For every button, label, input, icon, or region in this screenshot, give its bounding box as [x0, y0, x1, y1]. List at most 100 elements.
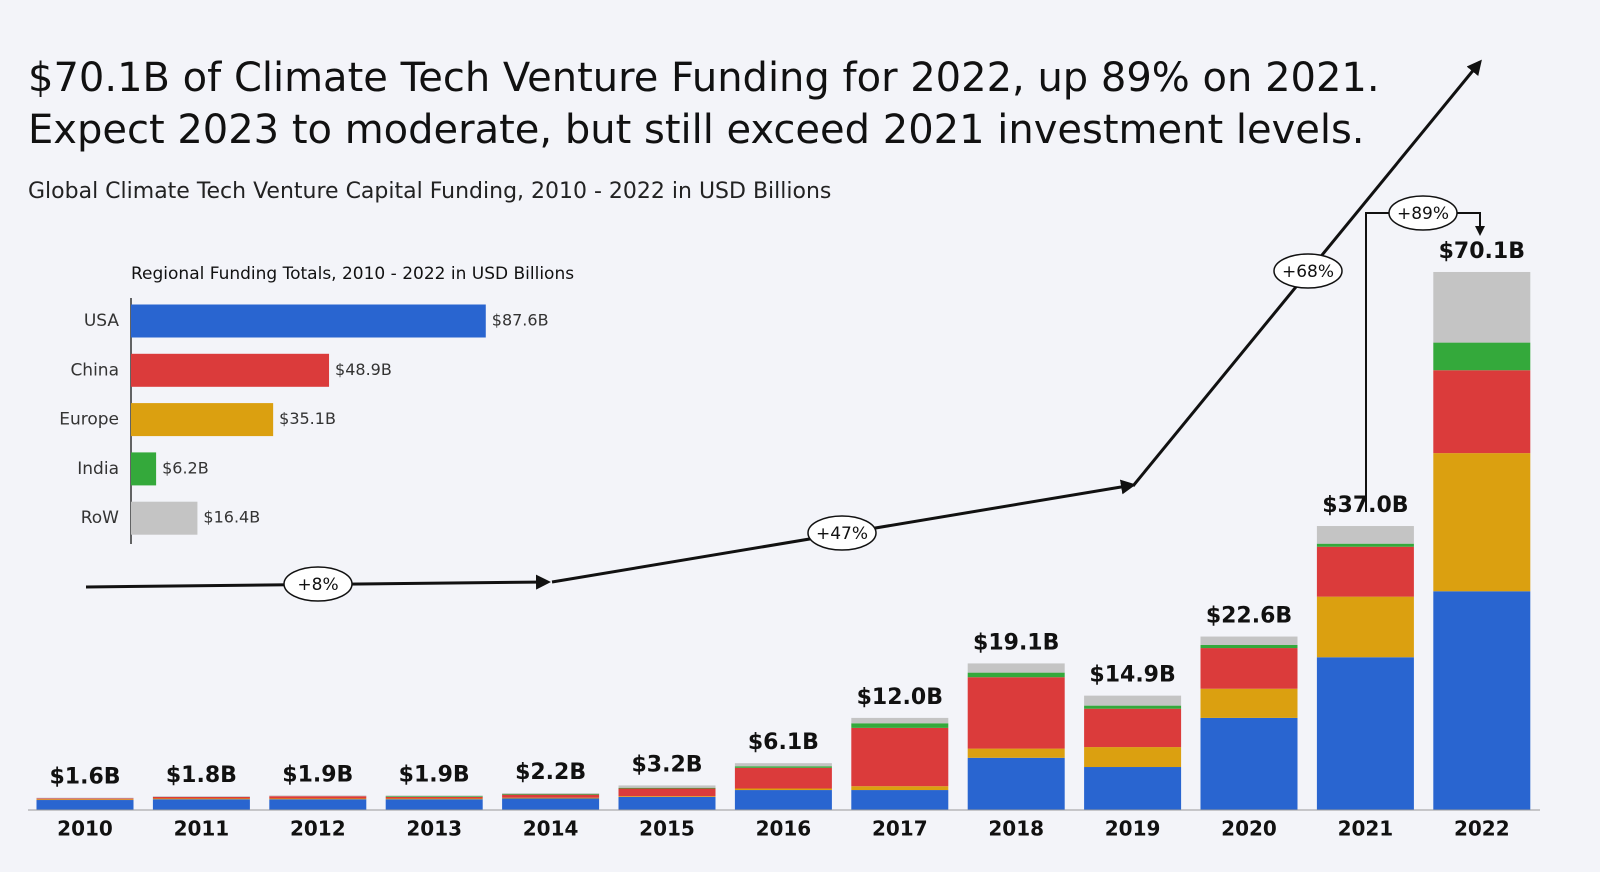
- bar-segment: [734, 788, 832, 791]
- bar-segment: [502, 793, 600, 794]
- bar-segment: [618, 787, 716, 789]
- chart-subtitle: Global Climate Tech Venture Capital Fund…: [28, 179, 831, 204]
- bar-segment: [851, 723, 949, 728]
- bar-segment: [1200, 717, 1298, 810]
- total-label: $70.1B: [1439, 239, 1525, 264]
- y-tick-label: USA: [84, 311, 120, 331]
- bar-segment: [502, 798, 600, 810]
- bar: [131, 452, 157, 486]
- bar-segment: [1433, 370, 1531, 454]
- bar-segment: [1084, 767, 1182, 810]
- x-tick-label: 2014: [523, 817, 579, 841]
- annotation-bubble: [1388, 195, 1458, 231]
- bar-segment: [1433, 342, 1531, 371]
- bar-segment: [152, 799, 250, 810]
- bar-segment: [618, 796, 716, 810]
- total-label: $3.2B: [631, 752, 702, 777]
- total-label: $12.0B: [857, 685, 943, 710]
- bar-segment: [618, 796, 716, 797]
- bar-segment: [1084, 747, 1182, 768]
- total-label: $14.9B: [1089, 663, 1175, 688]
- bar: [131, 304, 486, 338]
- bar-segment: [1084, 695, 1182, 706]
- bar-segment: [967, 677, 1065, 749]
- bar-segment: [152, 796, 250, 797]
- bar-segment: [385, 799, 483, 810]
- x-tick-label: 2022: [1454, 817, 1510, 841]
- total-label: $1.9B: [399, 762, 470, 787]
- bar-segment: [269, 798, 367, 800]
- bar-segment: [1316, 526, 1414, 544]
- total-label: $1.9B: [282, 762, 353, 787]
- x-tick-label: 2018: [988, 817, 1044, 841]
- total-label: $1.6B: [49, 765, 120, 790]
- bar-segment: [1084, 705, 1182, 709]
- x-tick-label: 2016: [756, 817, 812, 841]
- bar: [131, 403, 274, 437]
- bar-segment: [385, 796, 483, 799]
- bar-segment: [36, 800, 134, 810]
- value-label: $16.4B: [203, 508, 260, 527]
- value-label: $87.6B: [492, 311, 549, 330]
- annotation: +68%: [1282, 262, 1334, 282]
- bar-segment: [967, 672, 1065, 678]
- bar-segment: [851, 786, 949, 791]
- bar-segment: [1316, 546, 1414, 597]
- total-label: $19.1B: [973, 630, 1059, 655]
- bar-segment: [967, 757, 1065, 810]
- bar-segment: [967, 663, 1065, 673]
- bar-segment: [36, 798, 134, 800]
- bar-segment: [36, 799, 134, 801]
- annotation-bubble: [807, 515, 877, 551]
- bar-segment: [967, 748, 1065, 758]
- value-label: $6.2B: [162, 458, 209, 477]
- bar-segment: [851, 790, 949, 810]
- bar-segment: [502, 793, 600, 795]
- bar-segment: [269, 796, 367, 799]
- total-label: $37.0B: [1322, 493, 1408, 518]
- bar-segment: [385, 795, 483, 797]
- annotation: +47%: [816, 524, 868, 544]
- annotation-bubble: [1273, 253, 1343, 289]
- bar-segment: [269, 799, 367, 810]
- y-tick-label: India: [77, 459, 119, 479]
- bar-segment: [1316, 657, 1414, 810]
- annotation: +8%: [297, 575, 338, 595]
- bar-segment: [1200, 644, 1298, 649]
- x-tick-label: 2012: [290, 817, 346, 841]
- chart-title: Expect 2023 to moderate, but still excee…: [28, 107, 1365, 153]
- annotation: +89%: [1397, 204, 1449, 224]
- total-label: $6.1B: [748, 730, 819, 755]
- y-tick-label: Europe: [59, 410, 119, 430]
- bar-segment: [734, 766, 832, 768]
- x-tick-label: 2011: [174, 817, 230, 841]
- inset-title: Regional Funding Totals, 2010 - 2022 in …: [131, 264, 574, 284]
- x-tick-label: 2013: [406, 817, 462, 841]
- bar-segment: [618, 785, 716, 788]
- bar-segment: [1433, 591, 1531, 810]
- bar-segment: [1200, 648, 1298, 689]
- bar-segment: [1200, 636, 1298, 645]
- bar-segment: [1084, 708, 1182, 748]
- bar-segment: [851, 727, 949, 787]
- x-tick-label: 2015: [639, 817, 695, 841]
- bar-segment: [152, 798, 250, 800]
- bar-segment: [152, 796, 250, 799]
- total-label: $22.6B: [1206, 604, 1292, 629]
- bar-segment: [851, 717, 949, 724]
- total-label: $2.2B: [515, 760, 586, 785]
- bar-segment: [734, 790, 832, 810]
- annotation-bubble: [283, 566, 353, 602]
- y-tick-label: China: [70, 360, 119, 380]
- bar-segment: [36, 797, 134, 799]
- bar-segment: [1433, 453, 1531, 592]
- chart-title: $70.1B of Climate Tech Venture Funding f…: [28, 55, 1380, 101]
- bar: [131, 501, 198, 535]
- bar-segment: [269, 795, 367, 797]
- bar-segment: [502, 794, 600, 798]
- bar-segment: [1316, 596, 1414, 658]
- bar-segment: [1316, 543, 1414, 547]
- x-tick-label: 2010: [57, 817, 113, 841]
- bar-segment: [734, 763, 832, 767]
